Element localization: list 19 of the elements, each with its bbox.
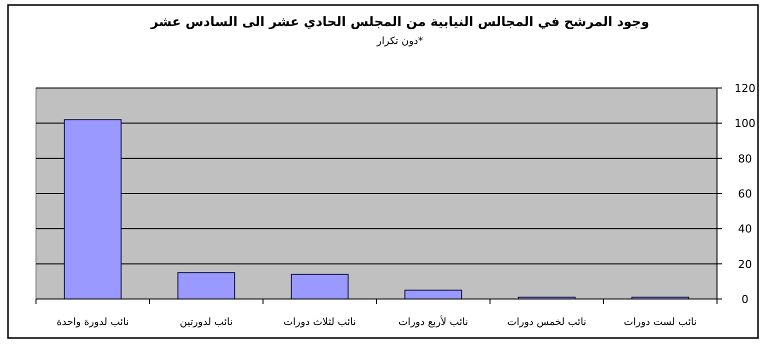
y-tick-label: 80 (738, 152, 752, 166)
bar (64, 119, 122, 300)
x-tick-label: نائب لدورتين (180, 317, 233, 328)
y-tick-label: 0 (742, 293, 748, 306)
y-tick-label: 60 (738, 188, 752, 200)
x-tick-label: نائب لدورة واحدة (56, 317, 129, 328)
bar (177, 272, 236, 300)
bar (290, 274, 349, 300)
bar (404, 290, 462, 300)
y-tick-label: 40 (738, 222, 752, 236)
chart-subtitle: *دون تكرار (376, 36, 424, 47)
y-tick-label: 20 (738, 258, 752, 271)
chart-title: وجود المرشح في المجالس النيابية من المجلس الحادي عشر الى السادس عشر (150, 15, 650, 30)
x-tick-label: نائب لست دورات (624, 317, 697, 328)
x-tick-label: نائب لأربع دورات (398, 315, 468, 328)
y-tick-label: 120 (734, 82, 756, 95)
y-tick-label: 100 (734, 117, 756, 130)
x-tick-label: نائب لخمس دورات (507, 317, 586, 328)
x-tick-label: نائب لثلاث دورات (283, 317, 356, 328)
